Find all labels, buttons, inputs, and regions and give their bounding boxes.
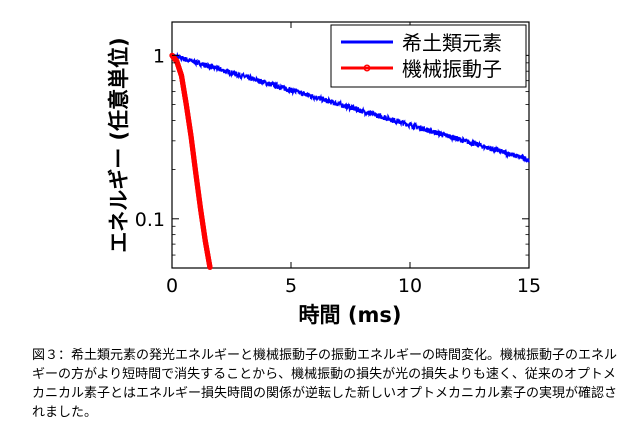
legend: 希土類元素 機械振動子 bbox=[330, 24, 527, 88]
legend-marker-mechanical bbox=[363, 64, 371, 72]
legend-box bbox=[330, 24, 527, 88]
legend-label-rare-earth: 希土類元素 bbox=[402, 31, 502, 55]
x-tick-label: 10 bbox=[398, 275, 422, 297]
series-line-rare-earth bbox=[171, 51, 530, 163]
figure-caption: 図３：希土類元素の発光エネルギーと機械振動子の振動エネルギーの時間変化。機械振動… bbox=[32, 348, 618, 420]
y-tick-label: 1 bbox=[153, 45, 165, 67]
x-axis-title: 時間 (ms) bbox=[299, 303, 402, 327]
x-tick-label: 5 bbox=[285, 275, 297, 297]
legend-label-mechanical: 機械振動子 bbox=[402, 57, 502, 81]
energy-decay-chart: 0 5 10 15 0.1 1 時間 (ms) エネルギー (任意単位) 希土類元素 機械… bbox=[107, 21, 541, 327]
y-tick-label: 0.1 bbox=[135, 209, 165, 231]
x-tick-label: 0 bbox=[166, 275, 178, 297]
series-layer bbox=[169, 51, 530, 270]
y-axis-title: エネルギー (任意単位) bbox=[107, 37, 131, 253]
x-tick-label: 15 bbox=[517, 275, 541, 297]
mechanical-point bbox=[207, 264, 213, 270]
